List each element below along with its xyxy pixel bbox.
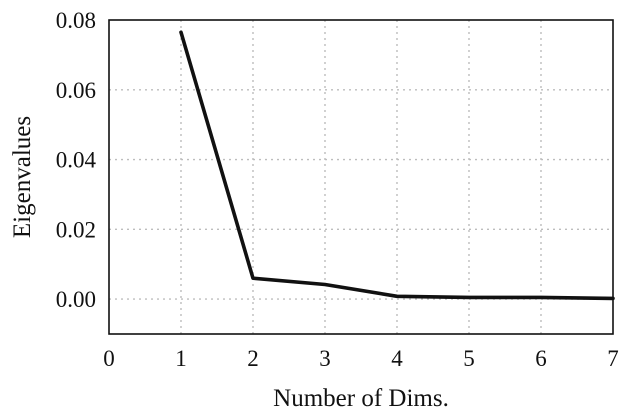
y-tick-label: 0.08 <box>56 8 96 33</box>
x-tick-label: 3 <box>319 346 331 371</box>
x-tick-label: 6 <box>535 346 547 371</box>
y-tick-label: 0.00 <box>56 287 96 312</box>
eigenvalue-line <box>179 30 615 301</box>
y-tick-label: 0.02 <box>56 217 96 242</box>
grid <box>109 20 613 334</box>
x-tick-label: 1 <box>175 346 187 371</box>
y-tick-label: 0.04 <box>56 148 97 173</box>
x-tick-label: 2 <box>247 346 259 371</box>
y-axis-label: Eigenvalues <box>9 116 36 238</box>
series-group <box>179 30 615 301</box>
y-axis-ticks: 0.00 0.02 0.04 0.06 0.08 <box>56 8 97 312</box>
x-axis-label: Number of Dims. <box>273 385 449 412</box>
x-axis-ticks: 0 1 2 3 4 5 6 7 <box>103 346 619 371</box>
y-tick-label: 0.06 <box>56 78 96 103</box>
x-tick-label: 7 <box>607 346 619 371</box>
x-tick-label: 4 <box>391 346 403 371</box>
x-tick-label: 5 <box>463 346 475 371</box>
x-tick-label: 0 <box>103 346 115 371</box>
plot-frame <box>108 19 614 335</box>
